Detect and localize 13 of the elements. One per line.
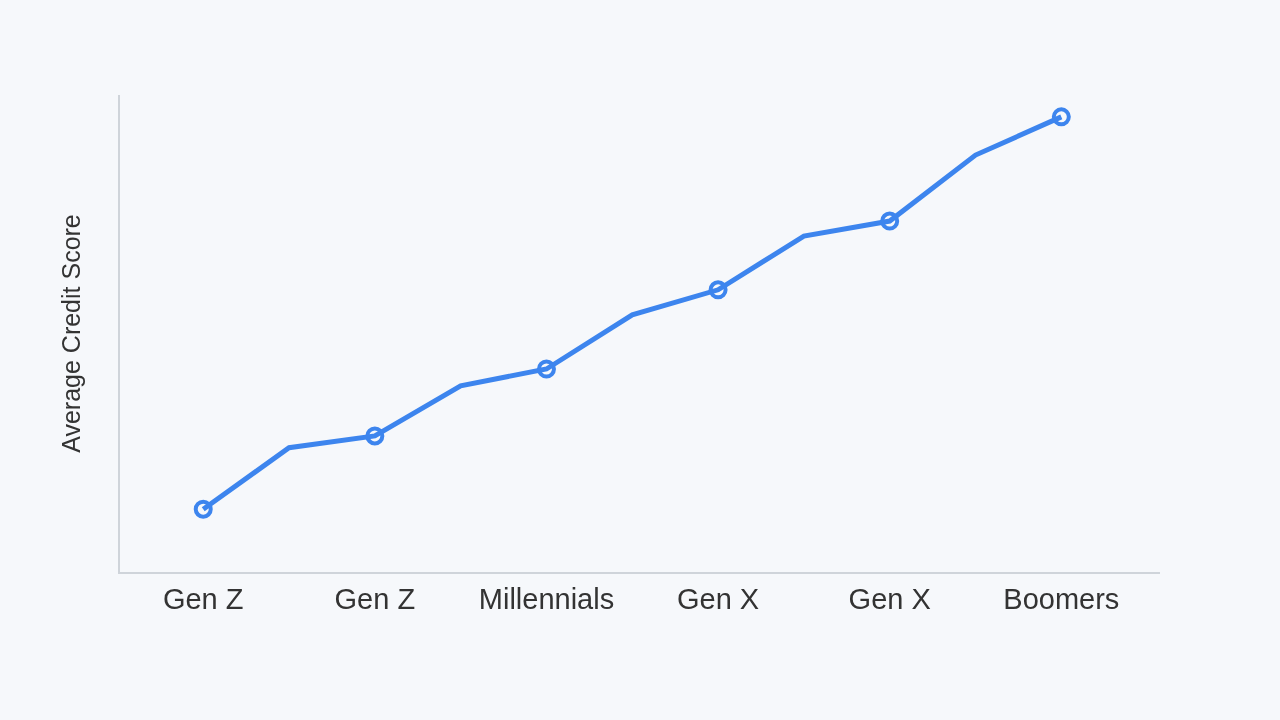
x-tick-label: Gen X <box>848 582 931 615</box>
point <box>708 280 728 300</box>
point <box>880 211 900 231</box>
x-tick-label: Gen Z <box>334 582 416 615</box>
point <box>536 359 556 379</box>
x-tick-label: Millennials <box>478 582 615 615</box>
y-axis-title: Average Credit Score <box>57 214 86 453</box>
point <box>365 426 385 446</box>
x-tick-label: Gen X <box>676 582 760 615</box>
point <box>193 499 213 519</box>
x-tick-label: Gen Z <box>162 582 244 615</box>
x-tick-label: Boomers <box>1003 582 1120 615</box>
point <box>1051 107 1071 127</box>
